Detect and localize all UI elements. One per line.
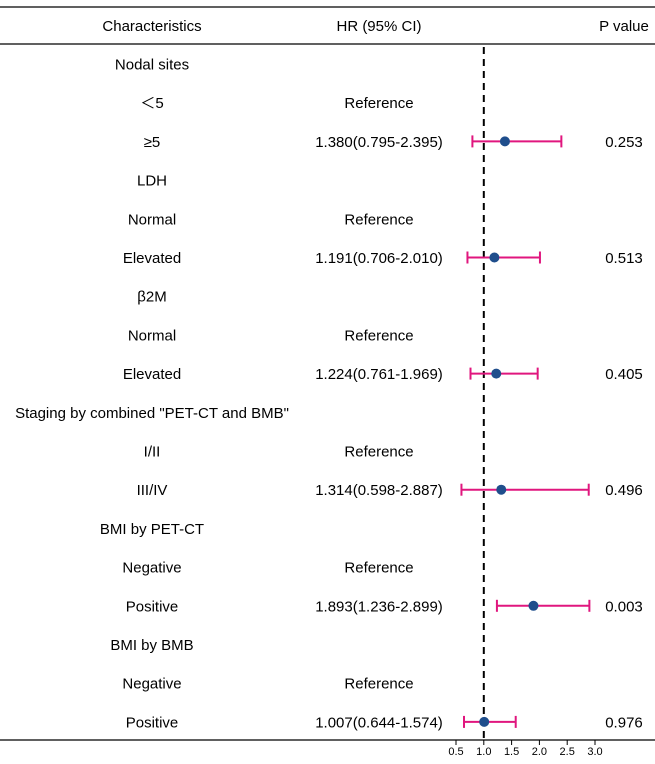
row-label: Normal xyxy=(128,211,176,228)
reference-label: Reference xyxy=(344,211,413,228)
row-label: Elevated xyxy=(123,250,181,267)
header-hr: HR (95% CI) xyxy=(336,18,421,35)
hr-ci-label: 1.007(0.644-1.574) xyxy=(315,714,443,731)
p-value-label: 0.513 xyxy=(605,250,643,267)
x-tick-label: 2.5 xyxy=(560,746,575,758)
hr-point xyxy=(489,252,500,263)
header-characteristics: Characteristics xyxy=(102,18,201,35)
hr-point xyxy=(496,484,507,495)
hr-ci-label: 1.191(0.706-2.010) xyxy=(315,250,443,267)
row-label: I/II xyxy=(144,444,161,461)
hr-ci-label: 1.314(0.598-2.887) xyxy=(315,482,443,499)
p-value-label: 0.253 xyxy=(605,134,643,151)
row-label: LDH xyxy=(137,173,167,190)
x-tick-label: 1.0 xyxy=(476,746,491,758)
reference-label: Reference xyxy=(344,95,413,112)
row-label: Positive xyxy=(126,714,179,731)
reference-label: Reference xyxy=(344,444,413,461)
x-tick-label: 0.5 xyxy=(448,746,463,758)
row-label: Elevated xyxy=(123,366,181,383)
row-label: BMI by BMB xyxy=(110,637,193,654)
row-label: III/IV xyxy=(137,482,168,499)
hr-ci-label: 1.380(0.795-2.395) xyxy=(315,134,443,151)
row-label: Nodal sites xyxy=(115,57,189,74)
plot-area xyxy=(460,47,591,740)
row-label: Normal xyxy=(128,327,176,344)
row-label: β2M xyxy=(137,289,166,306)
row-label: Staging by combined "PET-CT and BMB" xyxy=(15,405,289,422)
hr-ci-label: 1.224(0.761-1.969) xyxy=(315,366,443,383)
p-value-label: 0.003 xyxy=(605,598,643,615)
hr-point xyxy=(528,600,539,611)
hr-point xyxy=(479,716,490,727)
row-label: Negative xyxy=(122,676,181,693)
p-value-label: 0.976 xyxy=(605,714,643,731)
row-label: Negative xyxy=(122,560,181,577)
hr-ci-label: 1.893(1.236-2.899) xyxy=(315,598,443,615)
x-tick-label: 2.0 xyxy=(532,746,547,758)
hr-point xyxy=(491,368,502,379)
row-label: BMI by PET-CT xyxy=(100,521,204,538)
reference-label: Reference xyxy=(344,327,413,344)
row-label: Positive xyxy=(126,598,179,615)
p-value-label: 0.496 xyxy=(605,482,643,499)
reference-label: Reference xyxy=(344,676,413,693)
x-tick-label: 1.5 xyxy=(504,746,519,758)
header-p-value: P value xyxy=(599,18,649,35)
table-rows: Nodal sites ＜5 Reference ≥5 1.380(0.795-2.39… xyxy=(15,57,643,732)
p-value-label: 0.405 xyxy=(605,366,643,383)
row-label: ＜5 xyxy=(140,95,163,112)
x-tick-label: 3.0 xyxy=(587,746,602,758)
x-axis: 0.5 1.0 1.5 2.0 2.5 3.0 xyxy=(0,739,655,758)
reference-label: Reference xyxy=(344,560,413,577)
hr-point xyxy=(499,136,510,147)
row-label: ≥5 xyxy=(144,134,161,151)
header-row: Characteristics HR (95% CI) P value xyxy=(0,6,655,45)
